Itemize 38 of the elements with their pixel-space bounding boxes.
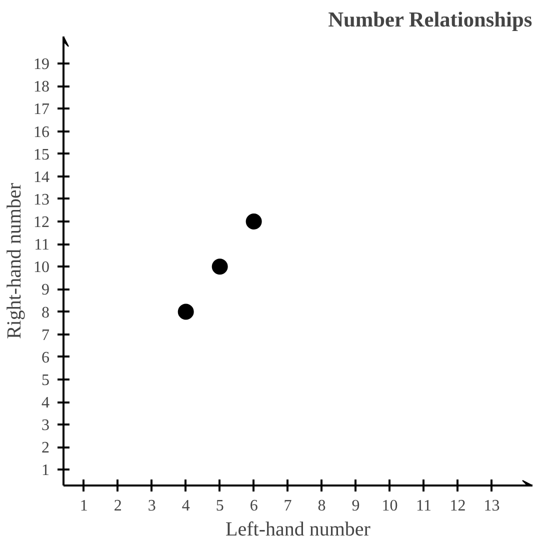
y-tick-label: 13 (34, 191, 50, 208)
x-tick-label: 10 (382, 498, 398, 514)
x-tick-label: 1 (80, 498, 88, 514)
y-tick-label: 4 (42, 394, 50, 412)
y-tick-label: 8 (42, 304, 50, 322)
point (246, 214, 262, 230)
y-tick-label: 11 (34, 236, 50, 254)
point (212, 258, 228, 275)
chart-title: Number Relationships (328, 8, 532, 32)
y-tick-label: 16 (34, 124, 50, 141)
y-tick-label: 17 (34, 101, 50, 118)
x-tick-label: 5 (216, 498, 224, 514)
x-tick-label: 6 (250, 498, 258, 514)
y-tick-label: 7 (42, 326, 50, 344)
y-axis-title: Right-hand number (4, 182, 26, 340)
y-tick-label: 5 (42, 372, 50, 389)
y-tick-label: 9 (42, 282, 50, 299)
y-tick-label: 19 (34, 56, 50, 74)
x-tick-label: 3 (148, 498, 156, 514)
x-tick-label: 4 (182, 498, 190, 514)
x-tick-label: 9 (352, 498, 360, 514)
x-tick-label: 7 (284, 498, 292, 514)
y-tick-label: 14 (34, 168, 50, 186)
y-tick-label: 3 (42, 417, 50, 434)
x-tick-label: 8 (318, 498, 326, 514)
x-tick-label: 12 (450, 498, 466, 514)
y-tick-label: 1 (42, 462, 50, 480)
x-tick-label: 2 (114, 498, 122, 514)
y-tick-label: 15 (34, 146, 50, 164)
y-tick-label: 6 (42, 349, 50, 366)
y-tick-label: 2 (42, 440, 50, 457)
x-tick-label: 11 (416, 498, 432, 514)
x-tick-label: 13 (484, 498, 500, 514)
y-tick-label: 10 (34, 259, 50, 276)
point (178, 304, 194, 320)
y-tick-label: 18 (34, 78, 50, 96)
y-tick-label: 12 (34, 214, 50, 232)
x-axis-title: Left-hand number (226, 518, 371, 540)
